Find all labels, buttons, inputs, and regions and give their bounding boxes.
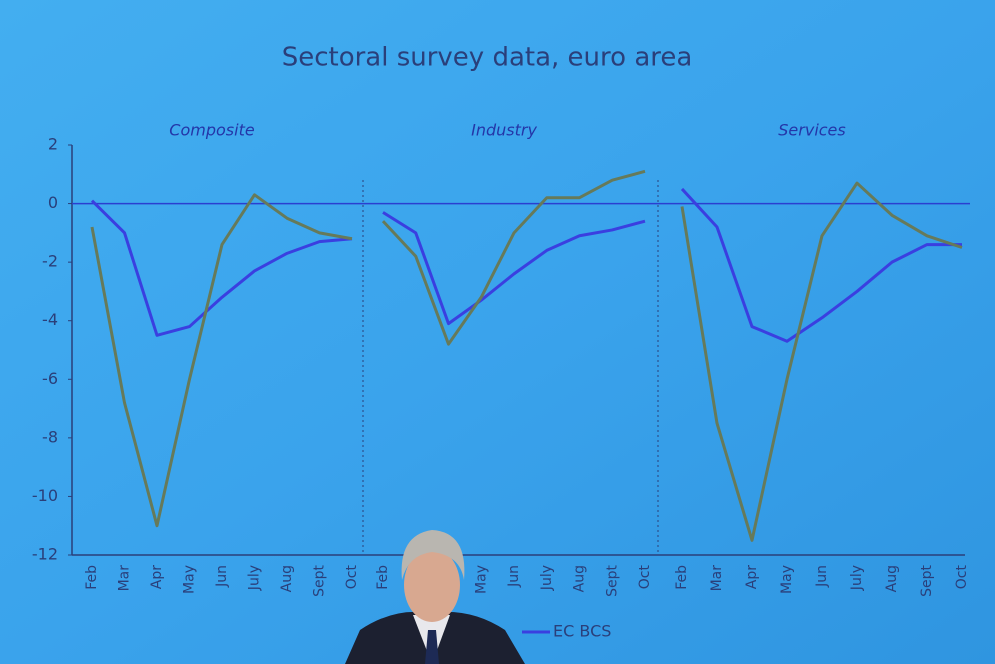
x-tick-label: Jun <box>814 565 830 588</box>
series-line <box>680 181 963 542</box>
y-tick-label: -12 <box>32 545 58 564</box>
x-tick-label: May <box>779 565 795 594</box>
series-line <box>680 187 962 343</box>
y-tick-label: -10 <box>32 486 58 505</box>
x-tick-label: Apr <box>149 565 165 589</box>
plot: 2 0 -2 -4 -6 -8 -10 -12 Composite Feb Mar Apr May Jun… <box>32 121 970 597</box>
face <box>404 548 460 622</box>
y-tick-label: -2 <box>42 252 58 271</box>
series-line <box>90 199 353 337</box>
x-tick-label: Apr <box>744 565 760 589</box>
legend-label: EC BCS <box>553 622 611 641</box>
y-tick-label: -8 <box>42 427 58 446</box>
x-tick-label: Oct <box>344 565 360 590</box>
x-tick-label: July <box>539 565 555 591</box>
x-tick-label: July <box>849 565 865 591</box>
hair <box>401 530 465 580</box>
y-tick-label: -4 <box>42 310 58 329</box>
x-tick-label: Aug <box>279 565 295 592</box>
x-tick-label: Aug <box>884 565 900 592</box>
x-tick-label: Mar <box>117 565 133 592</box>
panel-subtitle: Industry <box>471 121 537 140</box>
x-tick-label: Aug <box>572 565 588 592</box>
series-line <box>382 211 646 326</box>
x-tick-label: Oct <box>954 565 970 590</box>
x-tick-label: July <box>247 565 263 591</box>
chart-title: Sectoral survey data, euro area <box>282 43 693 73</box>
x-tick-label: Feb <box>674 565 690 590</box>
panel-subtitle: Services <box>778 121 845 140</box>
x-tick-label: Feb <box>84 565 100 590</box>
y-tick-label: 0 <box>48 193 58 212</box>
x-tick-label: Feb <box>375 565 391 590</box>
x-tick-label: May <box>473 565 489 594</box>
series-line <box>90 193 353 528</box>
series-line <box>381 169 646 346</box>
x-tick-label: Sept <box>604 565 620 597</box>
tie <box>425 630 439 664</box>
y-tick-label: -6 <box>42 369 58 388</box>
x-tick-label: May <box>182 565 198 594</box>
x-tick-label: Oct <box>637 565 653 590</box>
x-tick-label: Jun <box>506 565 522 588</box>
speaker <box>345 530 525 664</box>
x-tick-label: Sept <box>919 565 935 597</box>
panel-subtitle: Composite <box>169 121 255 140</box>
x-tick-label: Sept <box>312 565 328 597</box>
y-tick-label: 2 <box>48 135 58 154</box>
x-tick-label: Mar <box>709 565 725 592</box>
x-tick-label: Jun <box>214 565 230 588</box>
